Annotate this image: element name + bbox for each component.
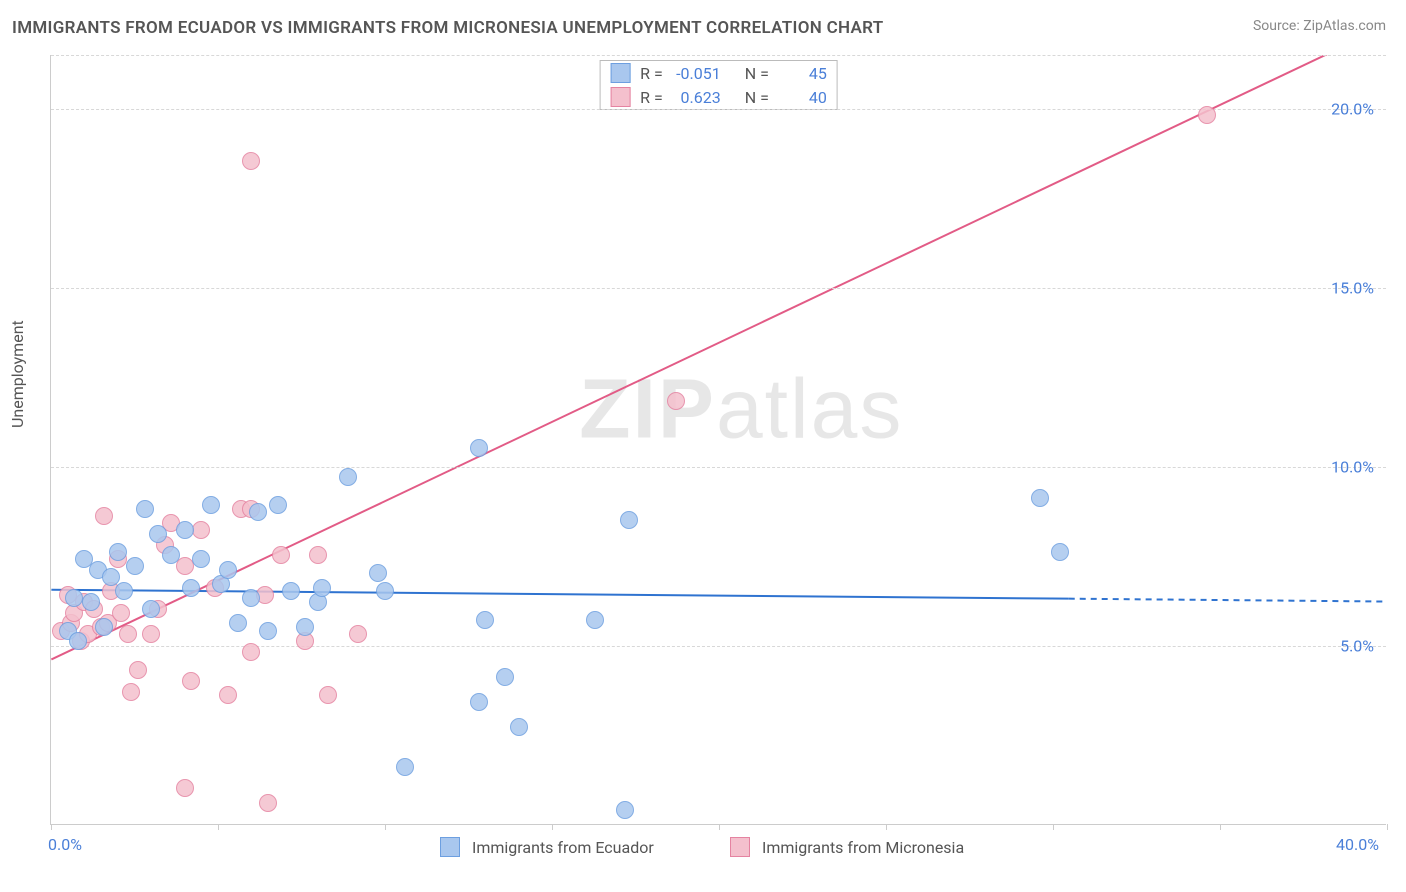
- y-axis-title: Unemployment: [8, 320, 27, 428]
- chart-title: IMMIGRANTS FROM ECUADOR VS IMMIGRANTS FR…: [12, 18, 883, 38]
- stats-row-micronesia: R =0.623N =40: [600, 85, 837, 109]
- scatter-point-ecuador: [109, 543, 127, 561]
- legend-item-ecuador: Immigrants from Ecuador: [440, 837, 654, 857]
- scatter-point-ecuador: [242, 589, 260, 607]
- swatch-ecuador: [610, 63, 630, 83]
- scatter-point-micronesia: [119, 625, 137, 643]
- scatter-point-micronesia: [112, 604, 130, 622]
- scatter-point-ecuador: [470, 439, 488, 457]
- scatter-point-ecuador: [126, 557, 144, 575]
- scatter-point-ecuador: [313, 579, 331, 597]
- x-tick: [1387, 824, 1388, 830]
- scatter-point-micronesia: [142, 625, 160, 643]
- scatter-point-ecuador: [616, 801, 634, 819]
- scatter-point-ecuador: [586, 611, 604, 629]
- scatter-point-ecuador: [182, 579, 200, 597]
- stats-row-ecuador: R =-0.051N =45: [600, 61, 837, 85]
- legend-label-micronesia: Immigrants from Micronesia: [762, 838, 964, 857]
- gridline: [51, 288, 1386, 289]
- plot-area: ZIPatlas R =-0.051N =45R =0.623N =40 5.0…: [50, 55, 1386, 825]
- watermark: ZIPatlas: [579, 360, 903, 457]
- stat-n-micronesia: 40: [775, 88, 827, 107]
- stat-r-micronesia: 0.623: [669, 88, 721, 107]
- scatter-point-ecuador: [162, 546, 180, 564]
- scatter-point-ecuador: [202, 496, 220, 514]
- x-tick: [886, 824, 887, 830]
- x-tick-label: 40.0%: [1336, 835, 1379, 854]
- x-tick: [719, 824, 720, 830]
- scatter-point-ecuador: [136, 500, 154, 518]
- scatter-point-ecuador: [1031, 489, 1049, 507]
- scatter-point-ecuador: [1051, 543, 1069, 561]
- y-tick-label: 15.0%: [1331, 278, 1374, 297]
- scatter-point-ecuador: [296, 618, 314, 636]
- scatter-point-ecuador: [192, 550, 210, 568]
- scatter-point-ecuador: [470, 693, 488, 711]
- gridline: [51, 467, 1386, 468]
- source-label: Source: ZipAtlas.com: [1253, 18, 1386, 34]
- scatter-point-micronesia: [176, 779, 194, 797]
- source-link[interactable]: ZipAtlas.com: [1303, 18, 1386, 34]
- scatter-point-micronesia: [95, 507, 113, 525]
- scatter-point-ecuador: [149, 525, 167, 543]
- x-tick: [552, 824, 553, 830]
- scatter-point-micronesia: [309, 546, 327, 564]
- scatter-point-micronesia: [272, 546, 290, 564]
- scatter-point-micronesia: [129, 661, 147, 679]
- scatter-point-micronesia: [349, 625, 367, 643]
- scatter-point-ecuador: [269, 496, 287, 514]
- scatter-point-micronesia: [319, 686, 337, 704]
- legend-item-micronesia: Immigrants from Micronesia: [730, 837, 964, 857]
- scatter-point-micronesia: [192, 521, 210, 539]
- gridline: [51, 109, 1386, 110]
- swatch-micronesia: [610, 87, 630, 107]
- y-tick-label: 5.0%: [1340, 636, 1374, 655]
- x-tick-label: 0.0%: [48, 835, 82, 854]
- scatter-point-micronesia: [182, 672, 200, 690]
- scatter-point-micronesia: [122, 683, 140, 701]
- scatter-point-ecuador: [65, 589, 83, 607]
- scatter-point-ecuador: [376, 582, 394, 600]
- scatter-point-ecuador: [510, 718, 528, 736]
- scatter-point-ecuador: [369, 564, 387, 582]
- scatter-point-ecuador: [95, 618, 113, 636]
- scatter-point-micronesia: [667, 392, 685, 410]
- x-tick: [385, 824, 386, 830]
- stat-n-ecuador: 45: [775, 64, 827, 83]
- scatter-point-micronesia: [219, 686, 237, 704]
- x-tick: [218, 824, 219, 830]
- legend-label-ecuador: Immigrants from Ecuador: [472, 838, 654, 857]
- scatter-point-micronesia: [1198, 106, 1216, 124]
- scatter-point-ecuador: [69, 632, 87, 650]
- scatter-point-ecuador: [115, 582, 133, 600]
- scatter-point-ecuador: [259, 622, 277, 640]
- scatter-point-micronesia: [242, 643, 260, 661]
- swatch-micronesia: [730, 837, 750, 857]
- scatter-point-ecuador: [476, 611, 494, 629]
- scatter-point-micronesia: [242, 152, 260, 170]
- stats-box: R =-0.051N =45R =0.623N =40: [599, 60, 838, 110]
- x-tick: [1053, 824, 1054, 830]
- y-tick-label: 10.0%: [1331, 457, 1374, 476]
- swatch-ecuador: [440, 837, 460, 857]
- scatter-point-ecuador: [82, 593, 100, 611]
- scatter-point-ecuador: [176, 521, 194, 539]
- scatter-point-ecuador: [219, 561, 237, 579]
- scatter-point-ecuador: [496, 668, 514, 686]
- stat-r-ecuador: -0.051: [669, 64, 721, 83]
- scatter-point-ecuador: [229, 614, 247, 632]
- x-tick: [1220, 824, 1221, 830]
- scatter-point-ecuador: [339, 468, 357, 486]
- scatter-point-ecuador: [282, 582, 300, 600]
- scatter-point-ecuador: [142, 600, 160, 618]
- scatter-point-micronesia: [259, 794, 277, 812]
- scatter-point-ecuador: [249, 503, 267, 521]
- x-tick: [51, 824, 52, 830]
- scatter-point-ecuador: [396, 758, 414, 776]
- y-tick-label: 20.0%: [1331, 99, 1374, 118]
- chart-container: IMMIGRANTS FROM ECUADOR VS IMMIGRANTS FR…: [0, 0, 1406, 892]
- scatter-point-ecuador: [102, 568, 120, 586]
- scatter-point-ecuador: [620, 511, 638, 529]
- gridline: [51, 55, 1386, 56]
